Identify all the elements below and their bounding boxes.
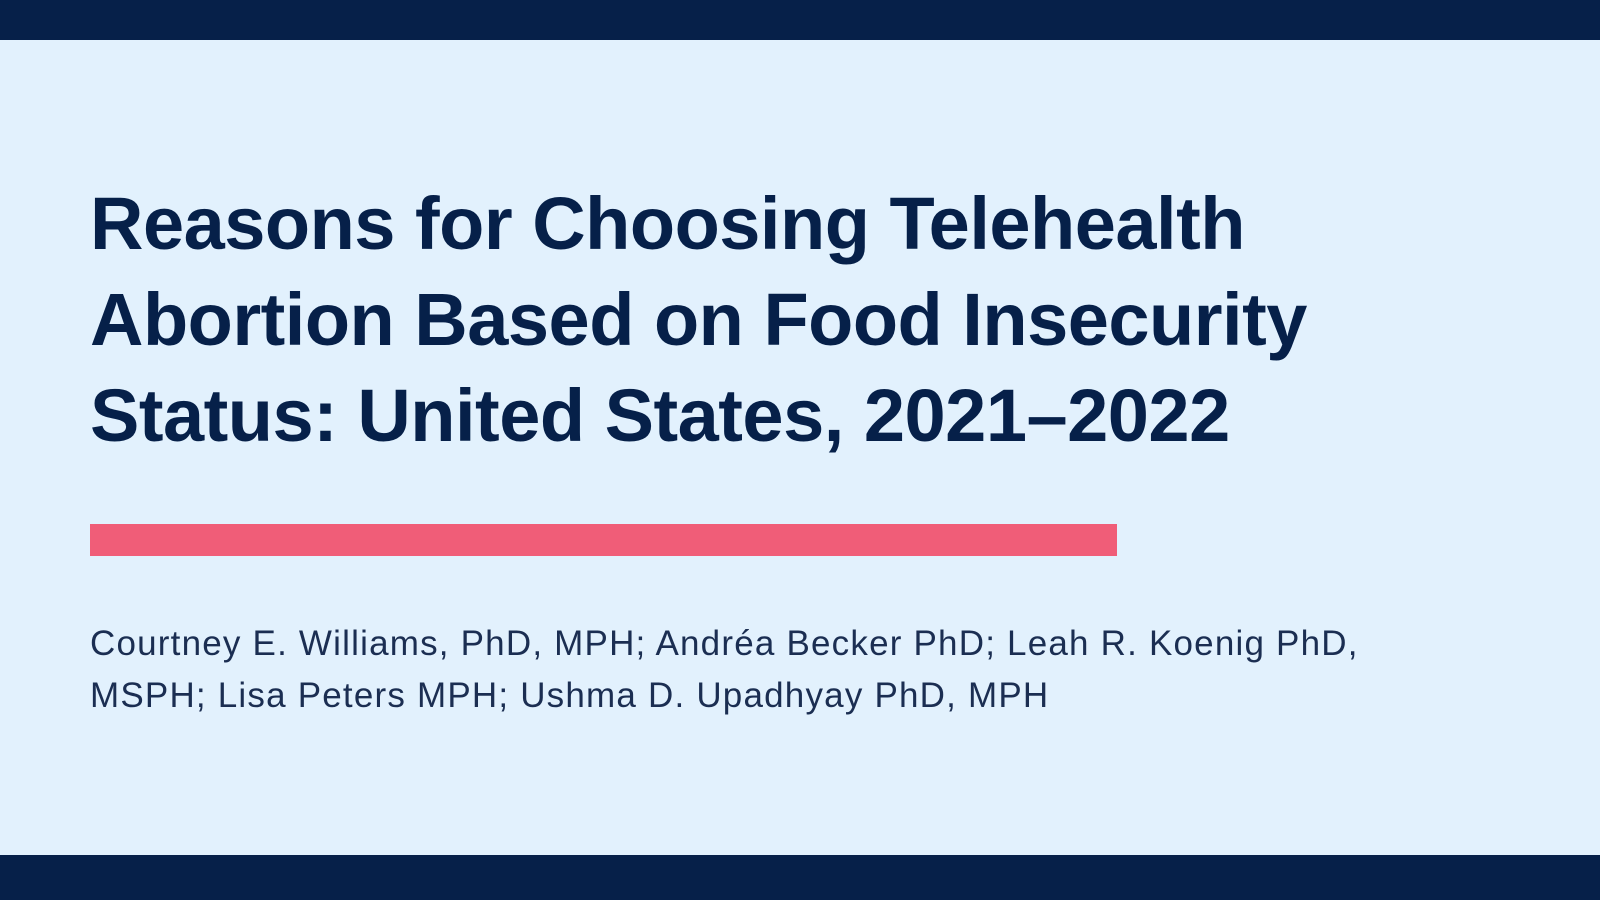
author-list: Courtney E. Williams, PhD, MPH; Andréa B… [90, 618, 1550, 722]
accent-divider [90, 524, 1117, 556]
top-band [0, 0, 1600, 40]
slide-title: Reasons for Choosing Telehealth Abortion… [90, 176, 1490, 464]
title-line-2: Abortion Based on Food Insecurity [90, 278, 1307, 361]
author-line-2: MSPH; Lisa Peters MPH; Ushma D. Upadhyay… [90, 676, 1050, 715]
title-line-3: Status: United States, 2021–2022 [90, 374, 1230, 457]
title-line-1: Reasons for Choosing Telehealth [90, 182, 1245, 265]
author-line-1: Courtney E. Williams, PhD, MPH; Andréa B… [90, 624, 1359, 663]
bottom-band [0, 855, 1600, 900]
